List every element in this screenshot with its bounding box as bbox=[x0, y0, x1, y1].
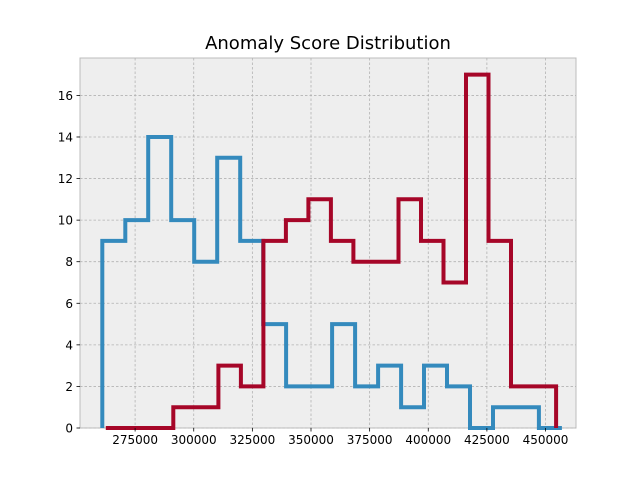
x-tick-label: 325000 bbox=[229, 433, 275, 447]
x-tick-label: 300000 bbox=[171, 433, 217, 447]
x-tick-label: 400000 bbox=[405, 433, 451, 447]
y-tick-label: 0 bbox=[65, 422, 73, 436]
y-tick-label: 16 bbox=[58, 89, 73, 103]
x-tick-label: 425000 bbox=[464, 433, 510, 447]
grid bbox=[80, 58, 576, 429]
y-tick-label: 6 bbox=[65, 297, 73, 311]
x-tick-label: 350000 bbox=[288, 433, 334, 447]
y-tick-label: 10 bbox=[58, 214, 73, 228]
plot-area bbox=[79, 57, 577, 429]
x-tick-label: 375000 bbox=[347, 433, 393, 447]
chart-title: Anomaly Score Distribution bbox=[205, 33, 451, 54]
y-tick-label: 12 bbox=[58, 172, 73, 186]
series-layer bbox=[100, 72, 562, 430]
histogram-series-2 bbox=[105, 72, 559, 430]
y-tick-label: 14 bbox=[58, 130, 73, 144]
ticks: 275000 300000 325000 350000 375000 400000 4250… bbox=[58, 89, 569, 447]
y-tick-label: 8 bbox=[65, 255, 73, 269]
histogram-series-1 bbox=[100, 135, 562, 430]
x-tick-label: 275000 bbox=[112, 433, 158, 447]
y-tick-label: 2 bbox=[65, 380, 73, 394]
x-tick-label: 450000 bbox=[523, 433, 569, 447]
y-tick-label: 4 bbox=[65, 338, 73, 352]
